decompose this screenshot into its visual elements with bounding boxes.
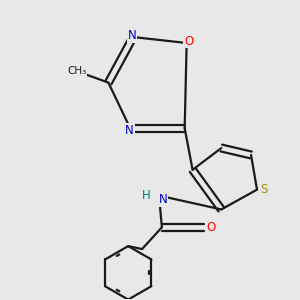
Text: O: O [207,221,216,234]
Text: N: N [158,193,167,206]
Text: H: H [142,189,150,202]
Text: O: O [184,34,193,47]
Text: N: N [125,124,134,137]
Text: S: S [260,183,268,196]
Text: CH₃: CH₃ [67,66,86,76]
Text: N: N [128,28,136,42]
